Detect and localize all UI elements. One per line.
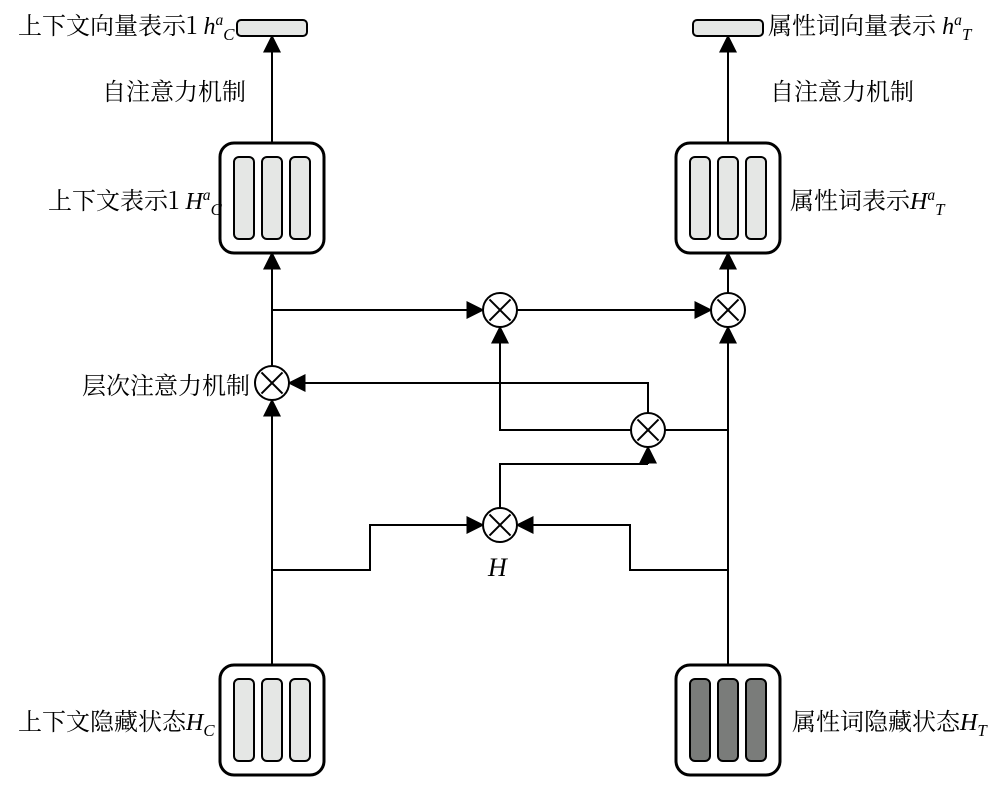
lbl-layer: 层次注意力机制	[82, 370, 250, 399]
lbl-HCa-sup: a	[203, 187, 211, 204]
lbl-self2-base: 自注意力机制	[770, 72, 914, 107]
lbl-HT-base: 属性词隐藏状态	[792, 702, 960, 737]
lbl-hTa-base: 属性词向量表示	[768, 6, 942, 41]
op-n3	[711, 293, 745, 327]
block-HT-bar-1	[718, 679, 738, 761]
op-n1	[255, 366, 289, 400]
diagram-svg	[0, 0, 1000, 804]
lbl-HCa-sub: C	[211, 200, 222, 219]
lbl-hCa-sym: h	[203, 14, 215, 40]
lbl-hTa: 属性词向量表示 haT	[768, 10, 971, 45]
op-n2	[483, 293, 517, 327]
lbl-self1: 自注意力机制	[102, 76, 246, 105]
block-HCa-bar-0	[234, 157, 254, 239]
lbl-HTa-base: 属性词表示	[790, 181, 910, 216]
block-HT-bar-2	[746, 679, 766, 761]
diagram-stage: 上下文向量表示1 haC属性词向量表示 haT自注意力机制自注意力机制上下文表示…	[0, 0, 1000, 804]
block-HC-bar-0	[234, 679, 254, 761]
lbl-hTa-sub: T	[962, 25, 971, 44]
block-HT-bar-0	[690, 679, 710, 761]
lbl-HT-sub: T	[977, 721, 986, 740]
pills-group	[237, 20, 763, 36]
lbl-hCa-sub: C	[223, 25, 234, 44]
lbl-HC-sym: H	[186, 710, 203, 736]
block-HTa-bar-1	[718, 157, 738, 239]
lbl-self2: 自注意力机制	[770, 76, 914, 105]
block-HTa-bar-2	[746, 157, 766, 239]
lbl-HTa-sup: a	[927, 187, 935, 204]
edge-e-n4-n1	[289, 383, 648, 413]
pill-right	[693, 20, 763, 36]
lbl-HC-sub: C	[203, 721, 214, 740]
block-HCa-bar-1	[262, 157, 282, 239]
lbl-layer-base: 层次注意力机制	[82, 366, 250, 401]
lbl-HTa-sub: T	[935, 200, 944, 219]
lbl-HTa-sym: H	[910, 189, 927, 215]
lbl-HC: 上下文隐藏状态HC	[18, 706, 215, 741]
lbl-hTa-sym: h	[942, 14, 954, 40]
block-HTa	[676, 143, 780, 253]
lbl-H-sym: H	[488, 553, 507, 582]
block-HTa-bar-0	[690, 157, 710, 239]
edge-e-HTtap-n5	[517, 525, 728, 570]
lbl-HTa: 属性词表示HaT	[790, 185, 944, 220]
block-HC-bar-1	[262, 679, 282, 761]
lbl-hTa-sup: a	[954, 12, 962, 29]
lbl-hCa-base: 上下文向量表示1	[18, 6, 203, 41]
edge-e-n5-n4line	[500, 464, 648, 508]
block-HT	[676, 665, 780, 775]
lbl-HC-base: 上下文隐藏状态	[18, 702, 186, 737]
op-n4	[631, 413, 665, 447]
block-HCa	[220, 143, 324, 253]
block-HC-bar-2	[290, 679, 310, 761]
lbl-self1-base: 自注意力机制	[102, 72, 246, 107]
edge-e-HCtap-n5	[272, 525, 483, 570]
edge-e-n4-n2	[500, 327, 631, 430]
lbl-HCa-base: 上下文表示1	[48, 181, 185, 216]
lbl-HT-sym: H	[960, 710, 977, 736]
blocks-group	[220, 143, 780, 775]
lbl-HCa-sym: H	[185, 189, 202, 215]
lbl-H: H	[488, 550, 507, 583]
op-n5	[483, 508, 517, 542]
lbl-HT: 属性词隐藏状态HT	[792, 706, 987, 741]
block-HC	[220, 665, 324, 775]
lbl-HCa: 上下文表示1 HaC	[48, 185, 222, 220]
lbl-hCa: 上下文向量表示1 haC	[18, 10, 234, 45]
pill-left	[237, 20, 307, 36]
block-HCa-bar-2	[290, 157, 310, 239]
